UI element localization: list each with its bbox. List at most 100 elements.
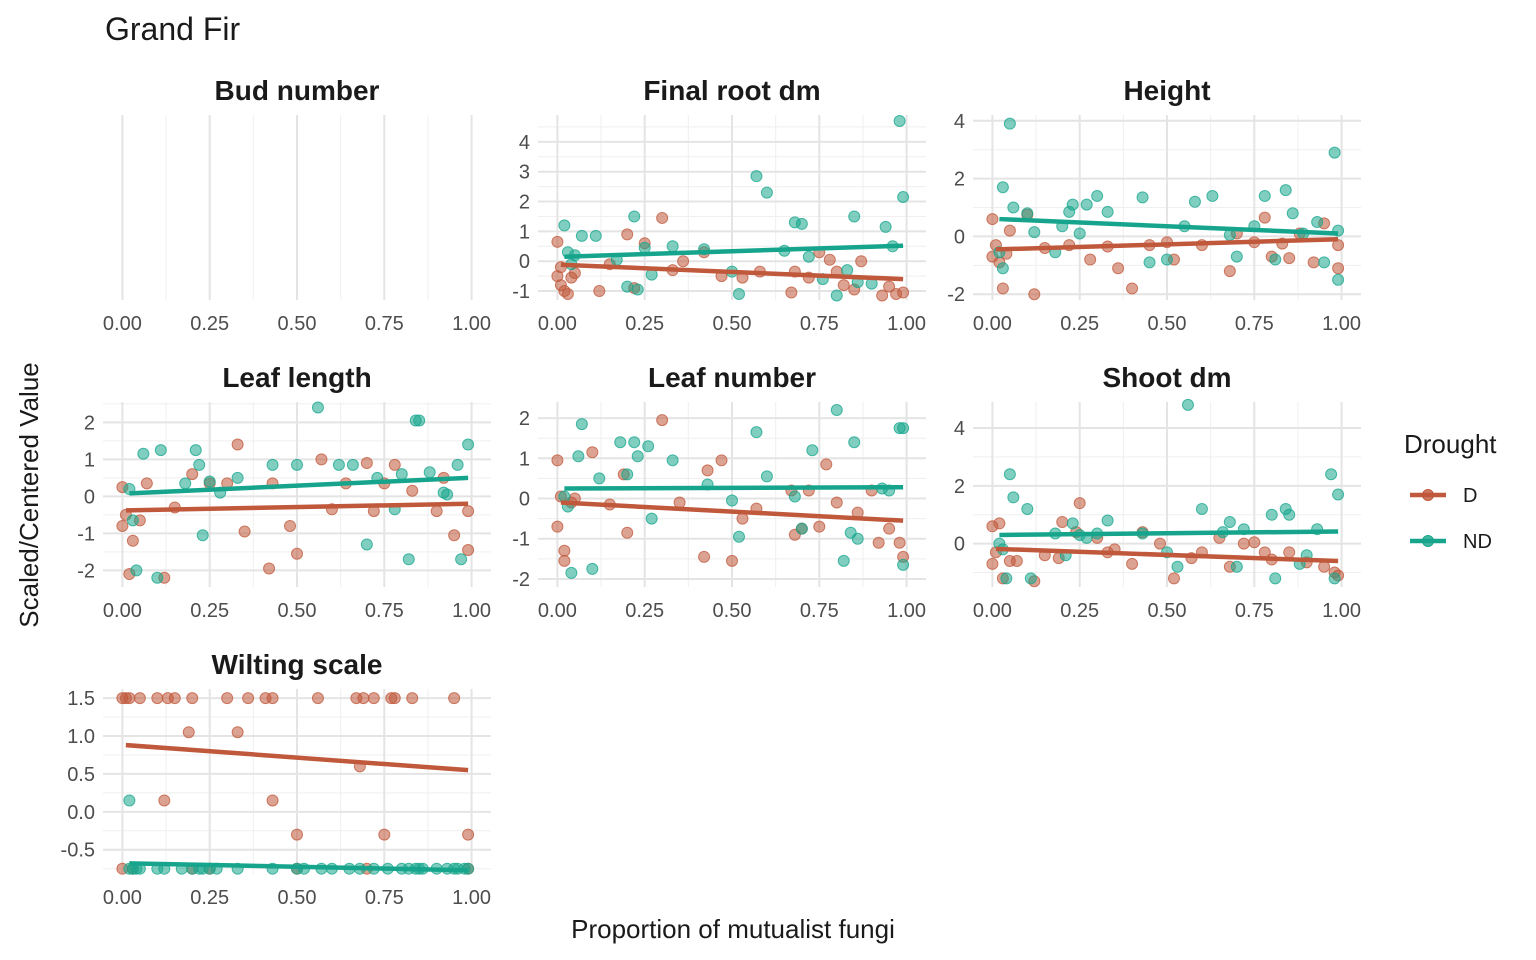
y-axis-label: Scaled/Centered Value [14,362,44,627]
legend: Drought D ND [1404,429,1497,553]
data-point-d [367,692,380,705]
data-point-nd [1171,560,1184,573]
data-point-nd [423,466,436,479]
x-tick-label: 0.00 [103,600,142,622]
data-point-nd [1161,253,1173,266]
data-point-d [1248,536,1261,549]
y-tick-label: 4 [954,111,965,133]
y-tick-label: 0 [84,486,95,508]
data-point-d [357,692,370,705]
data-point-d [186,468,199,481]
data-point-nd [795,522,808,535]
x-tick-label: 0.50 [278,887,317,909]
data-point-d [551,454,564,467]
data-point-d [182,726,195,739]
trend-line-d [125,501,469,513]
x-tick-label: 0.25 [1060,313,1099,335]
x-tick-label: 0.25 [625,313,664,335]
panel-title-leaf-length: Leaf length [222,362,371,393]
y-tick-label: -2 [77,560,95,582]
data-point-nd [196,529,209,542]
data-point-nd [1195,502,1208,515]
y-tick-label: 1 [519,221,530,243]
x-tick-label: 0.00 [973,600,1012,622]
panel-bud-number: Bud number 0.00 0.25 0.50 0.75 1.00 [103,75,491,335]
data-point-d [1154,537,1167,550]
data-point-d [462,828,475,841]
data-point-nd [1080,198,1093,211]
data-point-d [593,285,606,298]
data-point-nd [413,414,426,427]
y-tick-label: -0.5 [61,840,95,862]
data-point-d [561,288,574,301]
x-tick-label: 0.50 [278,600,317,622]
data-point-d [551,235,564,248]
x-tick-label: 0.75 [800,313,839,335]
y-tick-label: 2 [519,408,530,430]
data-point-d [785,286,798,299]
data-point-nd [346,458,359,471]
data-point-nd [586,562,599,575]
panel-title-shoot-dm: Shoot dm [1102,362,1231,393]
data-point-nd [1286,207,1299,220]
data-point-nd [848,210,861,223]
data-point-nd [1258,189,1271,202]
data-point-nd [621,468,634,481]
trend-line-nd [999,216,1339,236]
data-point-d [378,828,391,841]
data-point-d [388,692,401,705]
data-point-d [448,529,461,542]
data-point-nd [1101,205,1114,218]
trend-line-nd [129,861,469,873]
data-point-d [986,557,999,570]
data-point-d [231,438,244,451]
data-point-nd [621,280,634,293]
data-point-d [221,692,234,705]
x-tick-label: 0.75 [1235,313,1274,335]
data-point-d [897,286,910,299]
data-point-nd [631,450,644,463]
data-point-d [736,512,749,525]
data-point-d [291,828,303,841]
trend-line-d [995,237,1339,252]
data-point-d [1028,288,1041,301]
data-point-nd [1007,201,1020,214]
x-tick-label: 0.50 [713,313,752,335]
x-tick-label: 0.75 [1235,600,1274,622]
data-point-nd [848,436,861,449]
data-point-d [263,562,276,575]
data-point-nd [1143,256,1156,269]
data-point-nd [1073,227,1086,240]
x-tick-label: 1.00 [452,600,491,622]
data-point-nd [231,471,244,484]
y-tick-label: -2 [947,284,965,306]
data-point-nd [1003,468,1016,481]
y-tick-label: -1 [512,529,530,551]
data-point-d [133,692,146,705]
data-point-nd [1181,398,1194,411]
data-point-d [1283,546,1296,559]
x-tick-label: 0.25 [190,600,229,622]
x-tick-label: 0.50 [1148,600,1187,622]
data-point-nd [558,219,571,232]
panel-wilting-scale: Wilting scale -0.5 0.0 0.5 1.0 1.5 0.00 0.25 0.5… [61,649,492,909]
data-point-d [551,520,564,533]
data-point-d [360,457,373,470]
y-tick-label: 2 [954,476,965,498]
x-tick-label: 0.50 [278,313,317,335]
data-point-nd [1136,191,1149,204]
data-point-d [993,517,1006,530]
data-point-nd [1311,215,1324,228]
data-point-d [406,484,419,497]
data-point-nd [589,229,602,242]
panel-title-height: Height [1123,75,1210,106]
trend-line-d [125,742,469,773]
data-point-d [883,280,896,293]
trend-line-d [995,546,1339,564]
data-point-d [116,519,129,532]
data-point-nd [642,440,655,453]
data-point-d [158,794,171,807]
data-point-nd [802,250,815,263]
data-point-nd [1007,491,1020,504]
data-point-nd [879,220,892,233]
